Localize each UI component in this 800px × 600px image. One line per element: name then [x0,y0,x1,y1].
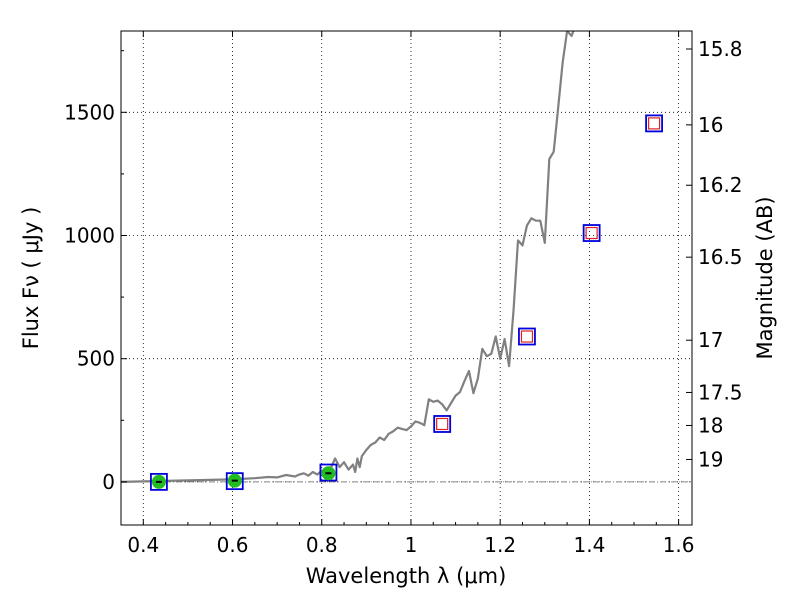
y-tick-label: 1500 [64,100,115,124]
model-band-square [225,472,244,491]
y-tick-label: 1000 [64,223,115,247]
mag-tick-label: 17 [698,328,723,352]
model-band-square [582,224,601,242]
mag-tick-label: 15.8 [698,37,743,61]
y-axis-label-right: Magnitude (AB) [753,196,777,359]
mag-tick-label: 18 [698,413,723,437]
x-tick-label: 1.2 [484,533,516,557]
x-tick-label: 0.4 [127,533,159,557]
x-axis-label: Wavelength λ (μm) [306,564,507,588]
x-tick-label: 0.6 [217,533,249,557]
x-tick-label: 1.4 [573,533,605,557]
model-band-square [319,463,338,482]
plot-background [121,31,692,525]
mag-tick-label: 16.2 [698,173,743,197]
upper-limit-square [585,226,598,240]
y-axis-label-left: Flux Fν ( μJy ) [19,207,43,350]
ticks: 0.4 0.6 0.8 1 1.2 1.4 1.6 0 500 1000 1500 15.8 16 16.… [64,31,743,557]
plot-frame [120,30,693,526]
y-tick-label: 0 [102,470,115,494]
sed-model-line [121,31,575,483]
mag-tick-label: 16 [698,113,723,137]
model-band-square [433,415,452,433]
x-tick-label: 0.8 [306,533,338,557]
x-tick-label: 1.6 [663,533,695,557]
model-band-square [150,472,168,491]
y-tick-label: 500 [77,347,115,371]
model-band-square [518,327,536,346]
mag-tick-label: 17.5 [698,380,743,404]
series [121,31,663,491]
mag-tick-label: 16.5 [698,245,743,269]
upper-limit-square [520,330,534,343]
upper-limit-square [647,117,661,130]
x-tick-label: 1 [405,533,418,557]
mag-tick-label: 19 [698,447,723,471]
model-band-square [645,114,663,133]
upper-limit-square [436,417,449,431]
